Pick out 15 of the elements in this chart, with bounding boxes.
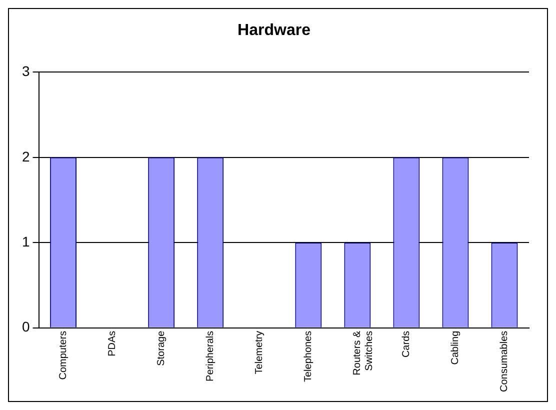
x-tick-label: Storage — [156, 330, 168, 366]
y-tick-label: 0 — [22, 318, 30, 335]
y-tick-label: 1 — [22, 234, 30, 250]
chart-title: Hardware — [238, 22, 311, 40]
x-tick-label: Computers — [58, 330, 70, 380]
y-tick-label: 3 — [22, 63, 30, 80]
x-tick-label: Telephones — [303, 330, 314, 382]
x-tick-label: Consumables — [499, 330, 510, 392]
x-tick-label: Cards — [401, 330, 412, 358]
y-tick-label: 2 — [22, 148, 30, 164]
x-tick-label: PDAs — [107, 330, 118, 356]
x-tick-label: Peripherals — [205, 330, 216, 382]
x-tick-label: Telemetry — [254, 330, 266, 374]
x-tick-label: Routers & Switches — [352, 330, 376, 376]
x-tick-label: Cabling — [450, 330, 462, 365]
